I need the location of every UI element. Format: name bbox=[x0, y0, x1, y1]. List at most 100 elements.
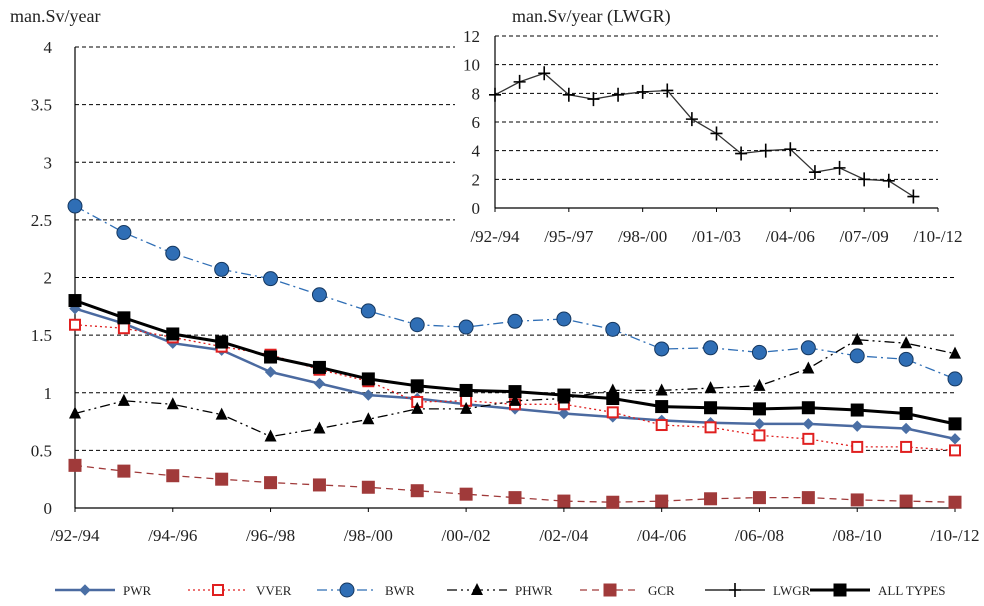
legend-label: PHWR bbox=[515, 583, 553, 598]
data-point bbox=[67, 198, 83, 214]
data-point bbox=[606, 392, 620, 406]
series-gcr bbox=[68, 458, 962, 509]
data-point bbox=[557, 494, 571, 508]
inset-data-point bbox=[587, 92, 600, 107]
x-tick-label: /08-/10 bbox=[833, 526, 882, 545]
data-point bbox=[410, 379, 424, 393]
data-point bbox=[704, 381, 717, 394]
data-point bbox=[166, 397, 179, 410]
data-point bbox=[606, 406, 619, 419]
data-point bbox=[655, 419, 668, 432]
inset-data-point bbox=[636, 84, 649, 99]
inset-series-lwgr bbox=[489, 66, 920, 204]
data-point bbox=[753, 429, 766, 442]
data-point bbox=[899, 406, 913, 420]
inset-y-tick-label: 8 bbox=[472, 84, 481, 103]
y-tick-label: 3 bbox=[44, 153, 53, 172]
data-point bbox=[752, 402, 766, 416]
x-tick-label: /00-/02 bbox=[442, 526, 491, 545]
data-point bbox=[801, 491, 815, 505]
data-point bbox=[214, 261, 230, 277]
inset-data-point bbox=[661, 83, 674, 98]
legend-swatch-marker bbox=[471, 583, 483, 595]
data-point bbox=[851, 440, 864, 453]
x-tick-label: /96-/98 bbox=[246, 526, 295, 545]
legend-label: BWR bbox=[385, 583, 415, 598]
data-point bbox=[68, 294, 82, 308]
data-point bbox=[949, 346, 961, 359]
data-point bbox=[900, 422, 912, 435]
inset-y-tick-label: 6 bbox=[472, 113, 481, 132]
series-all-types bbox=[68, 294, 962, 431]
data-point bbox=[850, 493, 864, 507]
legend-item-pwr: PWR bbox=[55, 583, 152, 598]
data-point bbox=[264, 476, 278, 490]
y-axis-label: man.Sv/year bbox=[10, 6, 100, 26]
data-point bbox=[948, 417, 962, 431]
inset-data-point bbox=[882, 173, 895, 188]
inset-y-tick-label: 2 bbox=[472, 170, 481, 189]
data-point bbox=[165, 245, 181, 261]
x-tick-label: /04-/06 bbox=[637, 526, 686, 545]
data-point bbox=[851, 332, 864, 345]
inset-data-point bbox=[685, 112, 698, 127]
inset-data-point bbox=[735, 146, 748, 161]
data-point bbox=[166, 327, 180, 341]
data-point bbox=[508, 385, 522, 399]
data-point bbox=[556, 311, 572, 327]
y-tick-label: 0.5 bbox=[31, 441, 52, 460]
data-point bbox=[166, 469, 180, 483]
data-point bbox=[459, 383, 473, 397]
x-tick-label: /06-/08 bbox=[735, 526, 784, 545]
data-point bbox=[801, 401, 815, 415]
inset-data-point bbox=[489, 87, 501, 102]
inset-y-tick-label: 4 bbox=[472, 142, 481, 161]
legend-item-gcr: GCR bbox=[580, 583, 675, 598]
data-point bbox=[264, 429, 277, 442]
data-point bbox=[458, 319, 474, 335]
data-point bbox=[800, 340, 816, 356]
data-point bbox=[947, 371, 963, 387]
inset-x-tick-label: /04-/06 bbox=[766, 227, 815, 246]
series-bwr bbox=[67, 198, 963, 387]
inset-data-point bbox=[513, 74, 526, 89]
legend-item-vver: VVER bbox=[188, 583, 292, 598]
y-tick-label: 4 bbox=[44, 38, 53, 57]
data-point bbox=[753, 378, 766, 391]
inset-y-tick-label: 10 bbox=[463, 56, 480, 75]
data-point bbox=[410, 484, 424, 498]
data-point bbox=[655, 383, 668, 396]
data-point bbox=[849, 348, 865, 364]
data-point bbox=[69, 406, 81, 419]
data-point bbox=[704, 492, 718, 506]
legend-label: VVER bbox=[256, 583, 292, 598]
inset-data-point bbox=[562, 87, 575, 102]
data-point bbox=[606, 495, 620, 509]
data-point bbox=[752, 491, 766, 505]
legend-item-bwr: BWR bbox=[317, 582, 415, 598]
legend-swatch-marker bbox=[603, 583, 617, 597]
data-point bbox=[802, 361, 815, 374]
data-point bbox=[69, 318, 81, 331]
data-point bbox=[312, 478, 326, 492]
data-point bbox=[802, 432, 815, 445]
data-point bbox=[900, 336, 913, 349]
data-point bbox=[949, 433, 961, 445]
data-point bbox=[215, 472, 229, 486]
data-point bbox=[753, 418, 766, 430]
y-tick-label: 3.5 bbox=[31, 96, 52, 115]
data-point bbox=[68, 458, 82, 472]
data-point bbox=[898, 351, 914, 367]
legend-swatch-marker bbox=[79, 584, 91, 596]
data-point bbox=[704, 401, 718, 415]
legend-label: ALL TYPES bbox=[878, 583, 946, 598]
legend-swatch-marker bbox=[339, 582, 355, 598]
data-point bbox=[362, 412, 375, 425]
inset-y-axis-label: man.Sv/year (LWGR) bbox=[512, 6, 671, 27]
inset-data-point bbox=[808, 165, 821, 180]
data-point bbox=[264, 350, 278, 364]
data-point bbox=[557, 388, 571, 402]
data-point bbox=[116, 225, 132, 241]
legend: PWR VVER BWR PHWR GCR LWGR ALL TYPES bbox=[55, 582, 946, 598]
